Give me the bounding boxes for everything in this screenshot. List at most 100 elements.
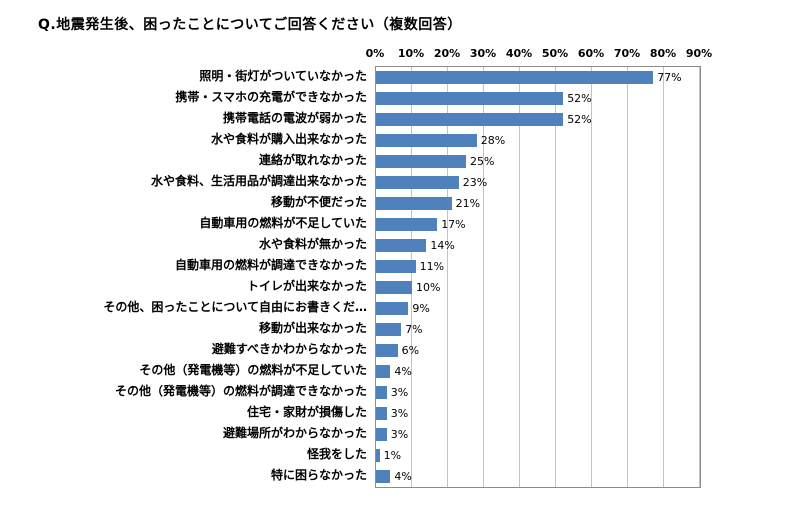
category-label: 連絡が取れなかった (258, 153, 367, 167)
bar-row: 3% (376, 382, 700, 403)
bar (376, 197, 452, 210)
gridline (518, 67, 520, 487)
bar (376, 71, 654, 84)
bar (376, 176, 459, 189)
bar (376, 113, 564, 126)
x-tick-label: 0% (365, 47, 385, 60)
category-label: 水や食料、生活用品が調達出来なかった (150, 174, 367, 188)
bar-row: 4% (376, 361, 700, 382)
x-axis-ticks: 0% 10% 20% 30% 40% 50% 60% 70% 80% 90% (366, 46, 713, 66)
value-label: 7% (405, 323, 423, 336)
value-label: 17% (441, 218, 466, 231)
category-label: 水や食料が購入出来なかった (210, 132, 367, 146)
bar-row: 28% (376, 130, 700, 151)
x-tick-label: 60% (577, 47, 605, 60)
bar (376, 302, 409, 315)
value-label: 6% (401, 344, 420, 357)
bar (376, 239, 427, 252)
gridline (699, 67, 700, 487)
category-label: 移動が出来なかった (258, 321, 367, 335)
category-label: 特に困らなかった (270, 468, 367, 482)
bar-row: 3% (376, 403, 700, 424)
bar-row: 77% (376, 67, 700, 88)
x-tick-label: 30% (469, 47, 497, 60)
category-label: 怪我をした (306, 447, 367, 461)
x-tick-label: 10% (397, 47, 425, 60)
bar-row: 1% (376, 445, 700, 466)
value-label: 3% (390, 407, 409, 420)
bar-row: 3% (376, 424, 700, 445)
axis-spacer (30, 46, 375, 66)
value-label: 52% (567, 92, 592, 105)
value-label: 52% (567, 113, 592, 126)
gridline (662, 67, 664, 487)
category-label: その他（発電機等）の燃料が調達できなかった (114, 384, 367, 398)
bar (376, 323, 402, 336)
value-label: 25% (470, 155, 495, 168)
bar (376, 344, 398, 357)
bar (376, 449, 380, 462)
gridline (627, 67, 628, 487)
bar (376, 260, 416, 273)
bar-row: 25% (376, 151, 700, 172)
bar-row: 14% (376, 235, 700, 256)
bar-row: 23% (376, 172, 700, 193)
page-title: Q.地震発生後、困ったことについてご回答ください（複数回答） (38, 17, 462, 33)
bar (376, 134, 477, 147)
bar-row: 52% (376, 109, 700, 130)
bar (376, 470, 391, 483)
bar-row: 10% (376, 277, 700, 298)
gridline (446, 67, 448, 487)
gridline (555, 67, 556, 487)
bar (376, 218, 438, 231)
value-label: 9% (412, 302, 430, 315)
x-tick-label: 80% (649, 47, 677, 60)
value-label: 10% (415, 281, 441, 294)
category-label: 移動が不便だった (270, 195, 367, 209)
bar (376, 281, 412, 294)
category-label: 携帯・スマホの充電ができなかった (175, 90, 367, 104)
x-tick-label: 20% (433, 47, 461, 60)
value-label: 3% (390, 428, 409, 441)
category-label: 自動車用の燃料が調達できなかった (174, 258, 367, 272)
bar-row: 11% (376, 256, 700, 277)
value-label: 77% (657, 71, 682, 84)
category-label: その他（発電機等）の燃料が不足していた (139, 363, 367, 377)
gridline (482, 67, 484, 487)
bar-row: 17% (376, 214, 700, 235)
value-label: 14% (430, 239, 455, 252)
bar-chart: 0% 10% 20% 30% 40% 50% 60% 70% 80% 90% 照明・街灯がついてい… (30, 46, 713, 488)
value-label: 28% (480, 134, 506, 147)
bar-row: 9% (376, 298, 700, 319)
value-label: 4% (394, 365, 412, 378)
value-label: 21% (455, 197, 481, 210)
bar (376, 155, 466, 168)
category-label: 水や食料が無かった (258, 237, 367, 251)
category-label: 自動車用の燃料が不足していた (199, 216, 367, 230)
category-label: 携帯電話の電波が弱かった (222, 111, 367, 125)
bar (376, 365, 391, 378)
bar-row: 6% (376, 340, 700, 361)
gridline (590, 67, 592, 487)
bar-row: 7% (376, 319, 700, 340)
plot-area: 77% 52% 52% 28% 25% 23% 21% 17% 14% 11% 10% 9% 7% 6% 4… (375, 66, 701, 488)
bar-row: 52% (376, 88, 700, 109)
x-tick-label: 70% (613, 47, 641, 60)
category-label: 照明・街灯がついていなかった (199, 69, 367, 83)
bar (376, 386, 387, 399)
value-label: 23% (462, 176, 488, 189)
x-tick-label: 50% (541, 47, 569, 60)
value-label: 4% (394, 470, 412, 483)
value-label: 3% (390, 386, 409, 399)
x-axis: 0% 10% 20% 30% 40% 50% 60% 70% 80% 90% (30, 46, 713, 66)
category-label: 避難すべきかわからなかった (211, 342, 367, 356)
bar (376, 407, 387, 420)
x-tick-label: 40% (505, 47, 533, 60)
x-tick-label: 90% (685, 47, 713, 60)
bar (376, 92, 564, 105)
plot-body: 照明・街灯がついていなかった携帯・スマホの充電ができなかった携帯電話の電波が弱か… (30, 66, 701, 488)
category-label: その他、困ったことについて自由にお書きくだ… (103, 300, 367, 314)
bar-row: 4% (376, 466, 700, 487)
value-label: 11% (419, 260, 445, 273)
